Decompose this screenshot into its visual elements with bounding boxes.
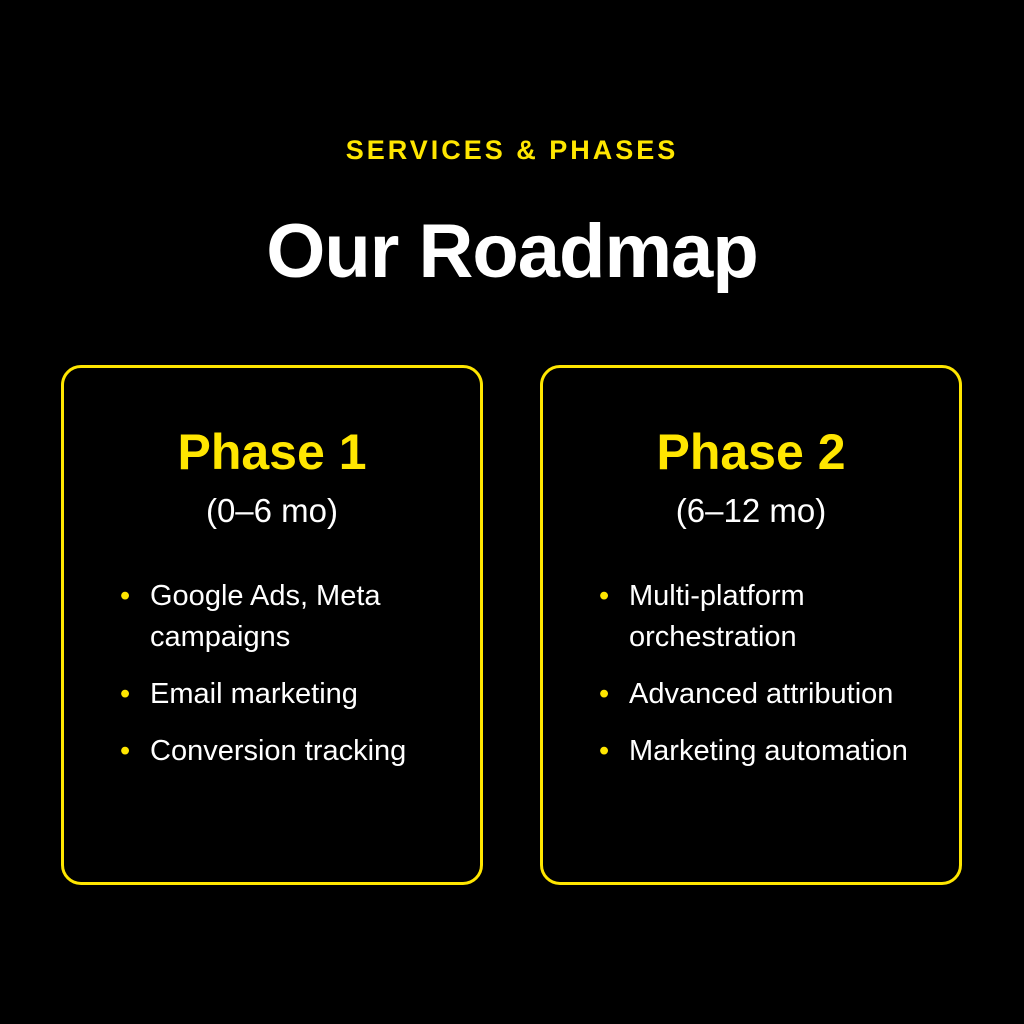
bullet-dot-icon: •: [120, 678, 131, 710]
list-item: • Multi-platform orchestration: [597, 576, 939, 658]
list-item-text: Marketing automation: [629, 735, 908, 767]
list-item-text: Conversion tracking: [150, 735, 407, 767]
bullet-dot-icon: •: [120, 735, 131, 767]
list-item: • Conversion tracking: [118, 731, 460, 772]
page-title: Our Roadmap: [266, 209, 759, 294]
phase-range: (6–12 mo): [675, 492, 827, 529]
list-item: • Marketing automation: [597, 731, 939, 772]
list-item-text: Multi-platform orchestration: [629, 580, 805, 653]
phase-items-list: • Multi-platform orchestration • Advance…: [597, 576, 939, 788]
list-item: • Google Ads, Meta campaigns: [118, 576, 460, 658]
phase-card-2: Phase 2 (6–12 mo) • Multi-platform orche…: [540, 365, 962, 885]
phase-items-list: • Google Ads, Meta campaigns • Email mar…: [118, 576, 460, 788]
bullet-dot-icon: •: [599, 678, 610, 710]
bullet-dot-icon: •: [599, 735, 610, 767]
phase-range: (0–6 mo): [205, 492, 339, 529]
bullet-dot-icon: •: [120, 580, 131, 612]
phase-card-1: Phase 1 (0–6 mo) • Google Ads, Meta camp…: [61, 365, 483, 885]
phase-title: Phase 1: [177, 424, 367, 480]
list-item-text: Google Ads, Meta campaigns: [150, 580, 381, 653]
list-item-text: Email marketing: [150, 678, 358, 710]
eyebrow-label: SERVICES & PHASES: [345, 135, 679, 165]
list-item: • Advanced attribution: [597, 674, 939, 715]
list-item: • Email marketing: [118, 674, 460, 715]
list-item-text: Advanced attribution: [629, 678, 894, 710]
bullet-dot-icon: •: [599, 580, 610, 612]
phase-title: Phase 2: [656, 424, 846, 480]
